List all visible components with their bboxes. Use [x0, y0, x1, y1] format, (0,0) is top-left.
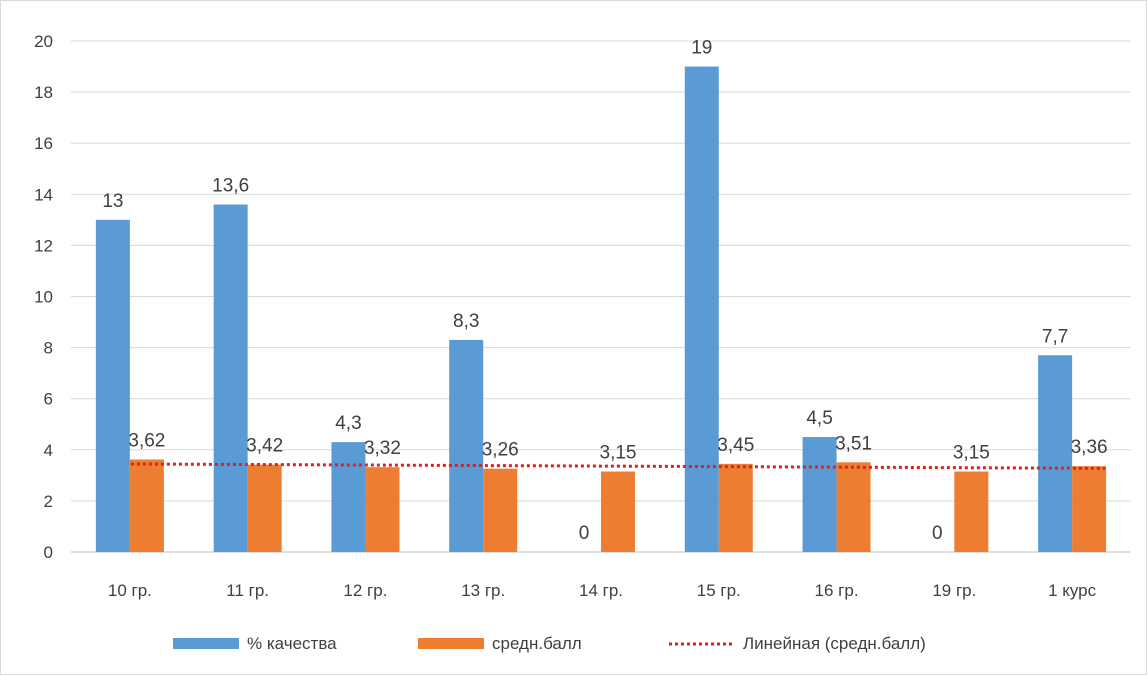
x-tick-label: 16 гр.: [815, 581, 859, 600]
data-label-avg: 3,51: [835, 433, 872, 454]
x-tick-label: 1 курс: [1048, 581, 1097, 600]
x-tick-label: 12 гр.: [343, 581, 387, 600]
data-label-avg: 3,36: [1071, 437, 1108, 458]
bar-quality: [331, 442, 366, 552]
data-label-quality: 13,6: [212, 176, 249, 197]
y-tick-label: 6: [44, 390, 53, 409]
bar-avg: [601, 471, 635, 552]
bar-avg: [836, 462, 871, 552]
legend-label-trend: Линейная (средн.балл): [743, 634, 926, 653]
x-tick-label: 10 гр.: [108, 581, 152, 600]
legend: % качества средн.балл Линейная (средн.ба…: [173, 634, 926, 653]
y-tick-label: 16: [34, 134, 53, 153]
data-label-quality: 7,7: [1042, 326, 1068, 347]
bar-quality: [684, 66, 719, 553]
bar-quality: [802, 437, 837, 552]
data-label-quality: 19: [691, 38, 712, 59]
data-label-quality: 4,3: [335, 413, 361, 434]
data-label-avg: 3,15: [953, 443, 990, 464]
bar-avg: [129, 459, 164, 552]
data-label-avg: 3,32: [364, 438, 401, 459]
bar-avg: [1072, 466, 1107, 552]
y-tick-label: 20: [34, 32, 53, 51]
y-tick-label: 8: [44, 339, 53, 358]
legend-swatch-quality: [173, 638, 239, 649]
y-tick-label: 18: [34, 83, 53, 102]
y-tick-label: 0: [44, 543, 53, 562]
x-tick-label: 15 гр.: [697, 581, 741, 600]
bar-quality: [1038, 355, 1073, 552]
legend-label-quality: % качества: [247, 634, 337, 653]
bar-avg: [483, 468, 518, 552]
trendline: [130, 462, 1106, 470]
bar-avg: [247, 464, 282, 552]
y-tick-label: 4: [44, 441, 53, 460]
data-label-avg: 3,26: [482, 440, 519, 461]
x-tick-label: 13 гр.: [461, 581, 505, 600]
bar-avg: [954, 471, 989, 552]
y-tick-label: 12: [34, 236, 53, 255]
x-tick-label: 11 гр.: [226, 581, 269, 600]
data-label-avg: 3,42: [246, 436, 283, 457]
bar-avg: [718, 463, 753, 552]
trendline-avg: [130, 462, 1106, 470]
data-label-quality: 4,5: [806, 408, 832, 429]
bar-avg: [365, 467, 400, 552]
y-tick-label: 10: [34, 288, 53, 307]
bars: [95, 66, 1107, 553]
data-label-quality: 13: [102, 191, 123, 212]
y-tick-label: 14: [34, 185, 53, 204]
data-label-quality: 0: [932, 523, 943, 544]
bar-quality: [213, 204, 248, 552]
data-label-quality: 0: [579, 523, 590, 544]
y-tick-label: 2: [44, 492, 53, 511]
legend-swatch-avg: [418, 638, 484, 649]
data-label-quality: 8,3: [453, 311, 479, 332]
bar-quality: [95, 219, 130, 552]
x-tick-label: 14 гр.: [579, 581, 623, 600]
bar-quality: [449, 339, 484, 552]
legend-label-avg: средн.балл: [492, 634, 582, 653]
data-label-avg: 3,62: [128, 431, 165, 452]
data-label-avg: 3,15: [600, 443, 637, 464]
data-labels: 13 13,6 4,3 8,3 0 19 4,5 0 7,7 3,62 3,42 3,32 3,26 3,…: [102, 38, 1107, 544]
x-tick-label: 19 гр.: [932, 581, 976, 600]
data-label-avg: 3,45: [717, 435, 754, 456]
